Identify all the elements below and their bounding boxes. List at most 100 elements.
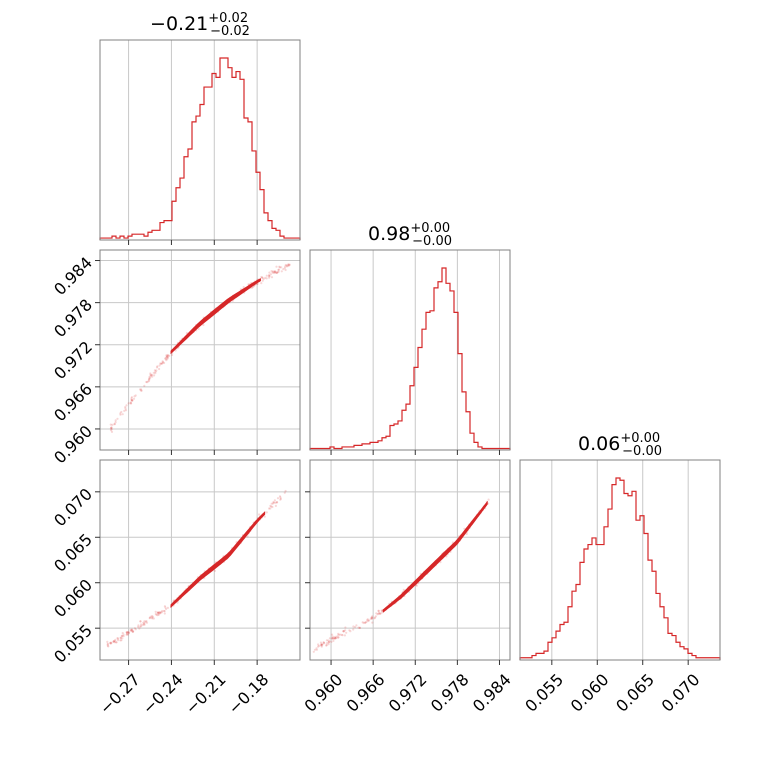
y-tick-label: 0.972 (50, 337, 96, 383)
scatter-point (287, 263, 290, 266)
scatter-point (268, 507, 271, 510)
scatter-point (156, 611, 159, 614)
scatter-point (321, 643, 324, 646)
scatter-point (137, 625, 140, 629)
scatter-point (125, 631, 128, 634)
scatter-point (150, 374, 153, 377)
scatter-point (373, 616, 376, 619)
scatter-point (328, 640, 331, 643)
scatter-point (143, 384, 146, 387)
scatter-point (337, 633, 340, 637)
scatter-point (138, 627, 141, 630)
title-value: −0.21 (150, 13, 208, 35)
panel-title-0: −0.21+0.02 −0.02 (150, 11, 250, 39)
scatter-point (127, 630, 130, 634)
scatter-point (152, 371, 155, 374)
scatter-point (148, 379, 151, 382)
y-tick-label: 0.966 (50, 379, 96, 425)
scatter-point (334, 635, 337, 639)
scatter-point (327, 639, 330, 642)
x-tick-label: 0.065 (612, 670, 658, 716)
scatter-point (130, 398, 133, 401)
scatter-point (110, 430, 114, 433)
axes-frame (99, 459, 301, 661)
scatter-point (131, 630, 134, 633)
scatter-point (112, 640, 115, 643)
scatter-point (142, 621, 145, 624)
scatter-point (123, 409, 126, 412)
pair-panel-2 (305, 459, 511, 665)
scatter-point (342, 630, 345, 633)
scatter-point (283, 491, 286, 494)
scatter-point (317, 643, 320, 646)
y-tick-label: 0.065 (50, 530, 96, 576)
scatter-point (168, 354, 171, 357)
scatter-point (358, 626, 361, 629)
scatter-point (318, 644, 321, 647)
scatter-point (380, 609, 383, 612)
scatter-point (160, 611, 163, 614)
scatter-point (278, 265, 281, 268)
scatter-point (166, 606, 169, 610)
scatter-point (147, 378, 151, 381)
scatter-point (213, 569, 217, 573)
scatter-point (162, 361, 165, 364)
scatter-point (126, 633, 129, 636)
scatter-point (320, 644, 323, 647)
scatter-point (133, 395, 136, 398)
scatter-point (279, 497, 282, 500)
scatter-point (330, 640, 333, 644)
scatter-point (268, 276, 271, 279)
scatter-point (273, 271, 276, 274)
scatter-point (276, 497, 280, 500)
scatter-point (273, 270, 276, 273)
scatter-point (166, 356, 169, 360)
scatter-point (333, 637, 337, 640)
scatter-point (163, 612, 166, 615)
scatter-point (130, 399, 133, 402)
scatter-point (138, 388, 142, 391)
axes-frame (519, 459, 721, 661)
scatter-point (370, 617, 374, 620)
scatter-point (271, 502, 274, 505)
x-tick-label: 0.070 (658, 670, 704, 716)
scatter-point (151, 375, 154, 378)
scatter-point (288, 263, 291, 266)
scatter-point (197, 327, 200, 330)
y-tick-label: 0.070 (50, 484, 96, 530)
scatter-point (342, 630, 345, 633)
axes-frame (309, 249, 511, 451)
scatter-point (325, 639, 328, 642)
scatter-point (154, 372, 157, 375)
scatter-point (336, 636, 340, 639)
title-value: 0.06 (578, 433, 620, 455)
scatter-point (140, 389, 143, 392)
histogram-0 (99, 57, 301, 240)
scatter-point (287, 264, 290, 268)
scatter-point (148, 378, 151, 381)
scatter-point (131, 628, 134, 631)
title-minus: −0.00 (622, 444, 662, 459)
scatter-point (274, 504, 277, 507)
scatter-point (376, 613, 379, 616)
scatter-point (319, 641, 322, 644)
scatter-point (121, 637, 124, 640)
x-tick-label: 0.060 (567, 670, 613, 716)
scatter-point (157, 611, 160, 614)
scatter-point (373, 617, 376, 620)
y-tick-label: 0.060 (50, 575, 96, 621)
scatter-point (337, 636, 340, 639)
scatter-point (122, 633, 125, 636)
scatter-point (114, 638, 117, 642)
scatter-point (110, 426, 113, 429)
scatter-point (144, 620, 147, 623)
scatter-point (325, 644, 328, 647)
scatter-point (381, 610, 384, 613)
scatter-point (265, 277, 268, 280)
histogram-1 (309, 267, 511, 450)
scatter-point (146, 381, 149, 384)
scatter-point (285, 264, 288, 267)
scatter-point (279, 496, 282, 499)
scatter-point (129, 628, 132, 632)
scatter-point (131, 399, 134, 402)
